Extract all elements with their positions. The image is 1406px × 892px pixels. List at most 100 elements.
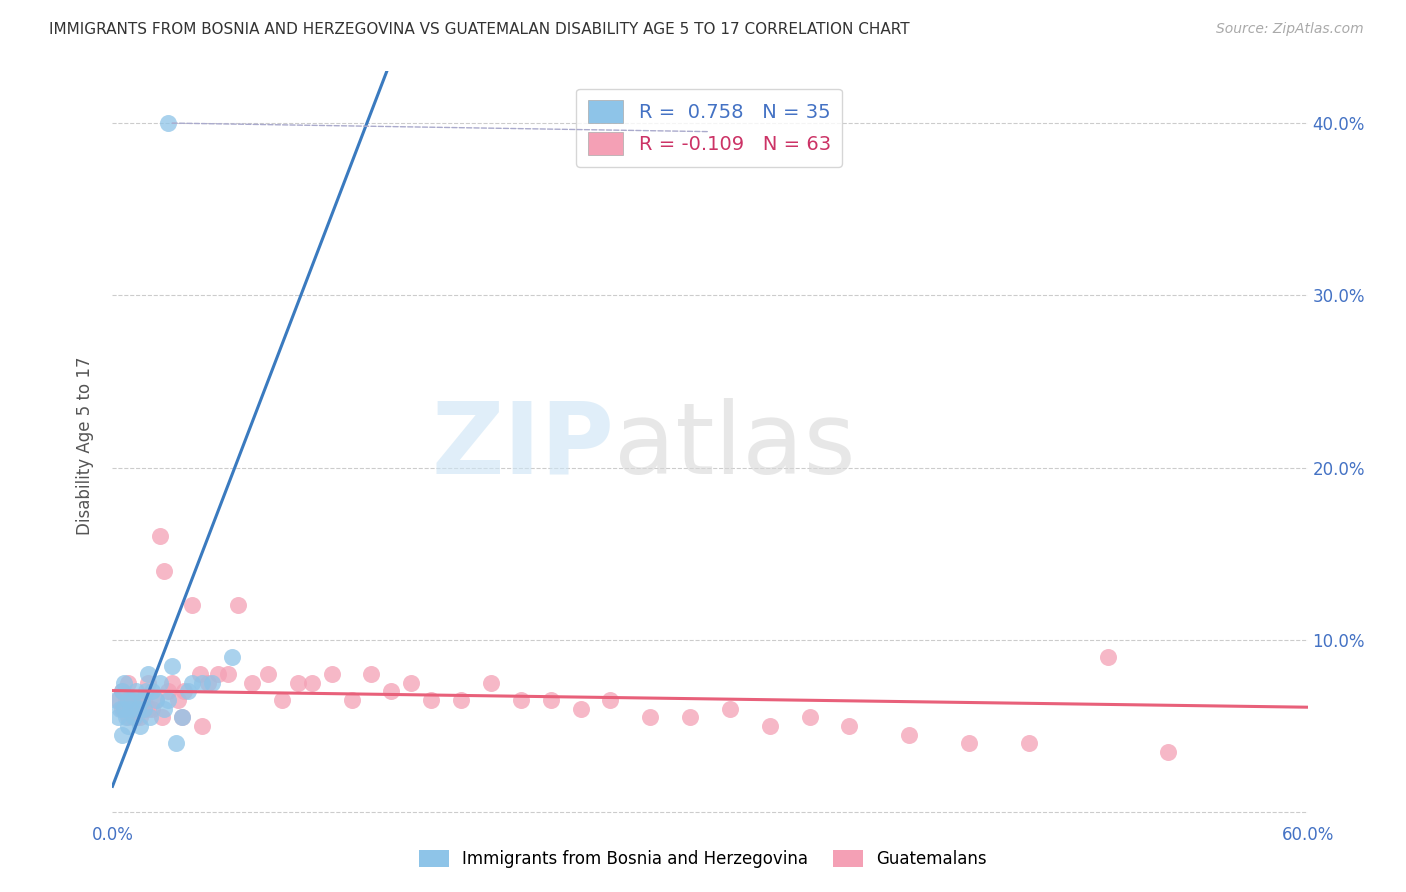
Point (117, 693, 139, 707)
Point (509, 693, 531, 707)
Point (150, 710, 173, 724)
Point (191, 719, 214, 733)
Point (125, 710, 148, 724)
Point (257, 667, 280, 681)
Point (360, 667, 382, 681)
Point (957, 736, 980, 750)
Point (110, 701, 132, 715)
Y-axis label: Disability Age 5 to 17: Disability Age 5 to 17 (76, 357, 94, 535)
Point (111, 684, 134, 698)
Point (157, 684, 180, 698)
Point (197, 676, 219, 690)
Point (111, 727, 134, 741)
Point (172, 710, 194, 724)
Point (172, 710, 194, 724)
Point (127, 693, 149, 707)
Point (115, 693, 138, 707)
Point (134, 693, 156, 707)
Point (124, 710, 146, 724)
Point (173, 684, 195, 698)
Point (420, 693, 443, 707)
Point (181, 599, 204, 613)
Point (135, 684, 157, 698)
Point (165, 736, 187, 750)
Text: IMMIGRANTS FROM BOSNIA AND HERZEGOVINA VS GUATEMALAN DISABILITY AGE 5 TO 17 CORR: IMMIGRANTS FROM BOSNIA AND HERZEGOVINA V… (49, 22, 910, 37)
Point (167, 693, 190, 707)
Point (1018, 736, 1040, 750)
Point (1097, 650, 1119, 665)
Point (117, 719, 139, 733)
Point (105, 693, 128, 707)
Point (201, 676, 224, 690)
Point (599, 693, 621, 707)
Point (111, 701, 134, 715)
Point (139, 710, 162, 724)
Point (153, 564, 176, 578)
Point (141, 684, 163, 698)
Point (149, 676, 172, 690)
Point (799, 710, 821, 724)
Point (114, 701, 135, 715)
Point (153, 701, 176, 715)
Point (270, 693, 292, 707)
Point (226, 599, 249, 613)
Point (141, 701, 163, 715)
Point (129, 719, 152, 733)
Point (540, 693, 562, 707)
Text: ZIP: ZIP (432, 398, 614, 494)
Point (207, 667, 229, 681)
Point (640, 710, 662, 724)
Point (121, 693, 143, 707)
Point (838, 719, 860, 733)
Point (157, 116, 180, 130)
Point (221, 650, 243, 665)
Point (157, 693, 180, 707)
Point (149, 529, 172, 543)
Point (138, 667, 160, 681)
Point (125, 684, 148, 698)
Point (301, 676, 323, 690)
Point (117, 676, 139, 690)
Point (401, 676, 423, 690)
Legend: R =  0.758   N = 35, R = -0.109   N = 63: R = 0.758 N = 35, R = -0.109 N = 63 (576, 88, 842, 167)
Point (162, 658, 183, 673)
Point (1157, 745, 1180, 759)
Point (138, 701, 160, 715)
Point (134, 701, 156, 715)
Point (718, 701, 741, 715)
Point (287, 676, 309, 690)
Point (115, 710, 138, 724)
Point (162, 676, 183, 690)
Point (131, 701, 153, 715)
Point (117, 710, 139, 724)
Point (138, 676, 160, 690)
Point (181, 676, 204, 690)
Point (380, 684, 402, 698)
Point (898, 727, 921, 741)
Point (759, 719, 782, 733)
Point (114, 676, 135, 690)
Point (479, 676, 502, 690)
Point (120, 701, 142, 715)
Point (321, 667, 343, 681)
Point (217, 667, 239, 681)
Point (240, 676, 263, 690)
Point (107, 710, 129, 724)
Point (191, 676, 214, 690)
Point (177, 684, 200, 698)
Point (114, 701, 135, 715)
Point (679, 710, 702, 724)
Point (125, 701, 148, 715)
Point (127, 701, 149, 715)
Text: atlas: atlas (614, 398, 856, 494)
Point (121, 693, 143, 707)
Point (124, 710, 146, 724)
Point (569, 701, 592, 715)
Point (145, 693, 167, 707)
Point (145, 693, 167, 707)
Point (111, 684, 134, 698)
Point (450, 693, 472, 707)
Legend: Immigrants from Bosnia and Herzegovina, Guatemalans: Immigrants from Bosnia and Herzegovina, … (412, 843, 994, 875)
Point (120, 701, 142, 715)
Text: Source: ZipAtlas.com: Source: ZipAtlas.com (1216, 22, 1364, 37)
